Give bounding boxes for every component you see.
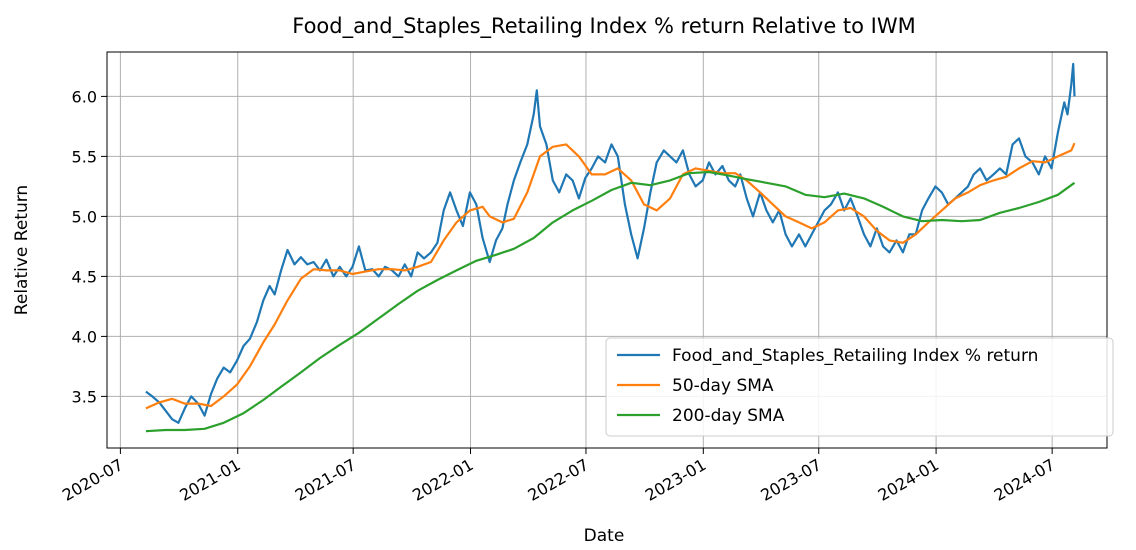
y-axis-ticks: 3.5 4.0 4.5 5.0 5.5 6.0	[72, 87, 107, 406]
legend-entry-sma200: 200-day SMA	[672, 406, 785, 426]
sma200-line	[145, 170, 1076, 433]
y-tick-label: 3.5	[72, 387, 97, 406]
y-tick-label: 4.0	[72, 327, 97, 346]
legend-box	[605, 337, 1114, 437]
x-tick-label: 2022-07	[525, 455, 592, 505]
x-tick-label: 2021-07	[292, 455, 359, 505]
plot-frame	[106, 51, 1108, 449]
x-tick-label: 2021-01	[176, 455, 243, 505]
main-series-line	[145, 62, 1076, 424]
sma50-line	[145, 142, 1076, 410]
legend-entry-sma50: 50-day SMA	[672, 376, 774, 396]
x-tick-label: 2024-01	[875, 455, 942, 505]
x-tick-label: 2023-01	[642, 455, 709, 505]
y-axis-label: Relative Return	[12, 185, 32, 315]
y-tick-label: 4.5	[72, 267, 97, 286]
x-axis-ticks: 2020-07 2021-01 2021-07 2022-01 2022-07 2023-…	[59, 448, 1058, 505]
x-tick-label: 2020-07	[59, 455, 126, 505]
y-tick-label: 5.0	[72, 207, 97, 226]
legend-entry-main: Food_and_Staples_Retailing Index % retur…	[672, 346, 1038, 366]
x-tick-label: 2023-07	[757, 455, 824, 505]
x-axis-label: Date	[584, 526, 625, 546]
legend: Food_and_Staples_Retailing Index % retur…	[605, 337, 1114, 437]
y-tick-label: 6.0	[72, 87, 97, 106]
x-tick-label: 2022-01	[409, 455, 476, 505]
y-tick-label: 5.5	[72, 147, 97, 166]
chart-title: Food_and_Staples_Retailing Index % retur…	[292, 14, 916, 39]
plot-lines	[145, 62, 1076, 433]
x-tick-label: 2024-07	[991, 455, 1058, 505]
